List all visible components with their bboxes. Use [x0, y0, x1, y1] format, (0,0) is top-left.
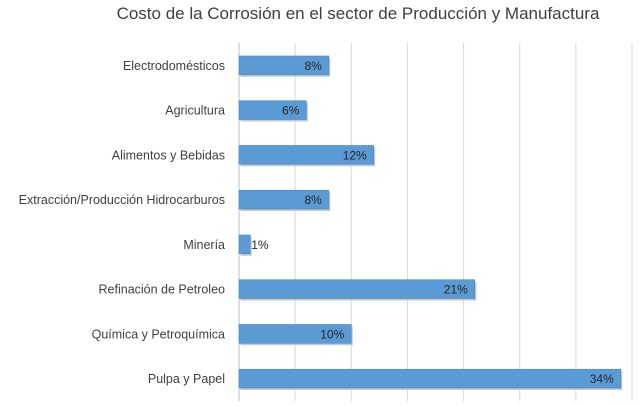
category-labels: Electrodomésticos Agricultura Alimentos y …	[19, 59, 225, 386]
bar	[238, 189, 330, 210]
bar	[238, 368, 622, 389]
category-label: Refinación de Petroleo	[99, 283, 226, 297]
data-label: 12%	[343, 148, 367, 162]
category-label: Extracción/Producción Hidrocarburos	[19, 193, 225, 207]
category-label: Química y Petroquímica	[92, 327, 225, 341]
category-label: Minería	[183, 238, 225, 252]
data-label: 8%	[304, 59, 322, 73]
data-label: 6%	[282, 104, 300, 118]
bar	[238, 55, 330, 76]
category-label: Electrodomésticos	[123, 59, 225, 73]
category-label: Pulpa y Papel	[148, 372, 225, 386]
bar	[238, 145, 375, 165]
chart-title: Costo de la Corrosión en el sector de Pr…	[117, 4, 600, 23]
data-labels: 8% 6% 12% 8% 1% 21% 10% 34%	[251, 59, 614, 386]
data-label: 8%	[304, 193, 322, 207]
bar	[238, 279, 476, 299]
category-label: Alimentos y Bebidas	[112, 148, 225, 162]
data-label: 34%	[590, 372, 614, 386]
data-label: 21%	[444, 283, 468, 297]
data-label: 10%	[320, 327, 344, 341]
bars	[238, 55, 623, 391]
gridlines	[238, 43, 633, 401]
bar	[238, 100, 307, 120]
data-label: 1%	[251, 238, 269, 252]
bar	[238, 234, 251, 255]
category-label: Agricultura	[165, 104, 225, 118]
bar	[238, 324, 352, 344]
